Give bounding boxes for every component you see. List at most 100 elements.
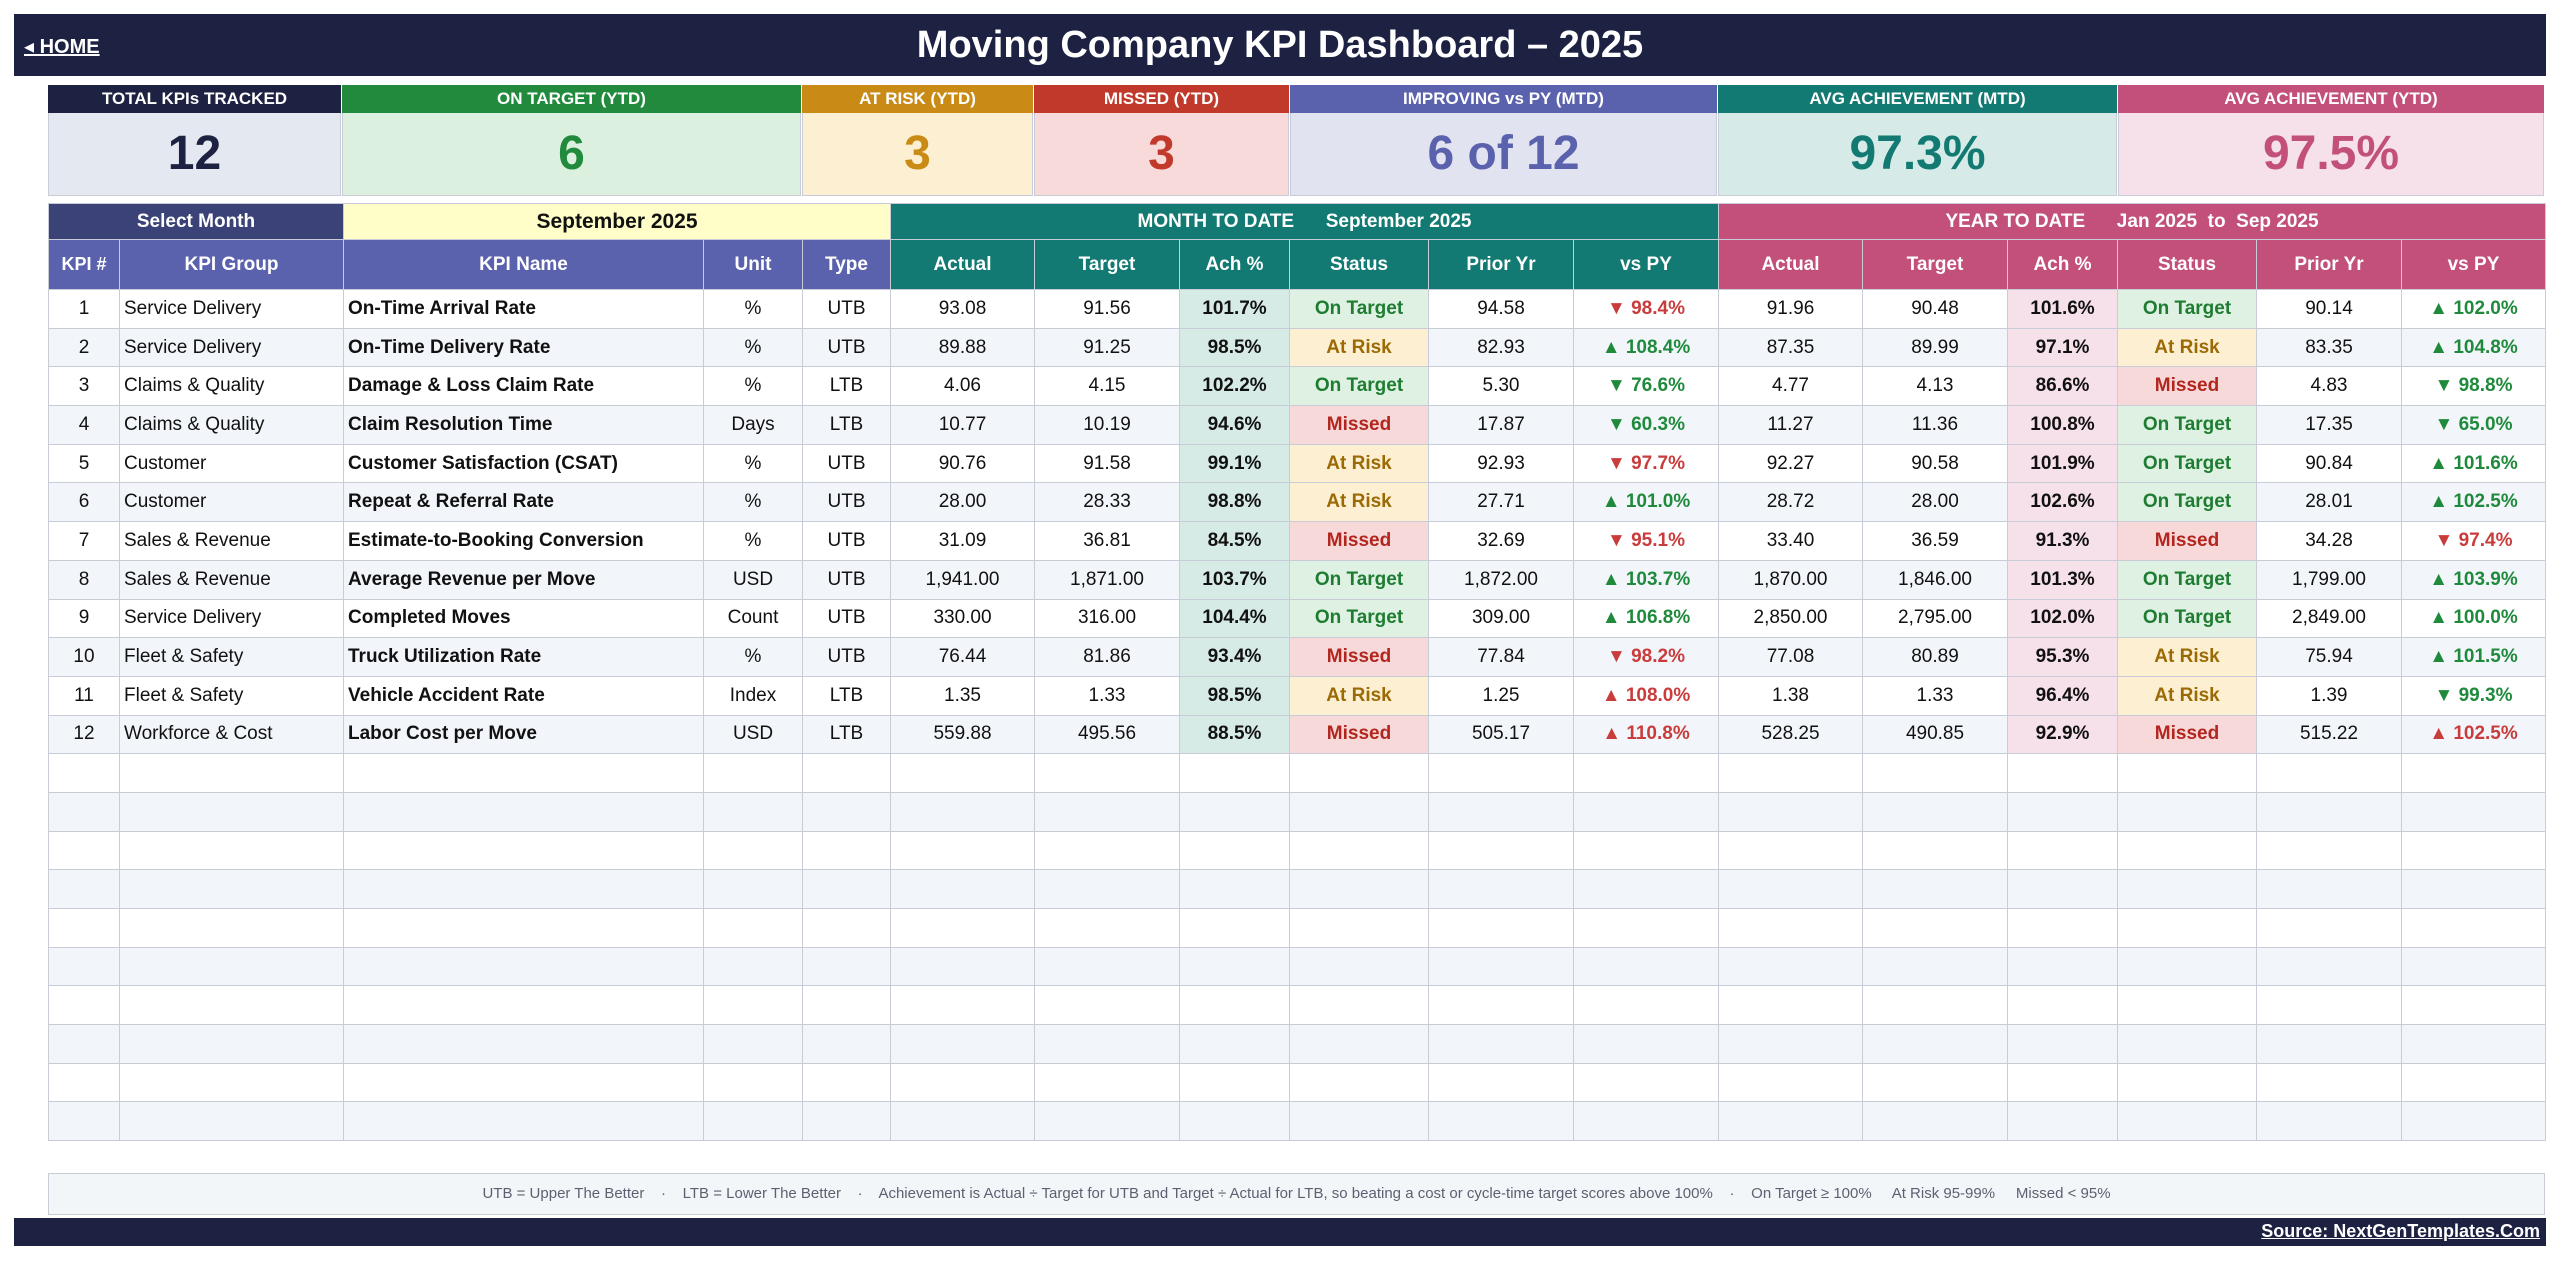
kpi-group-cell: Customer [119, 443, 344, 484]
mtd-status-cell: Missed [1289, 714, 1429, 755]
empty-cell [2007, 1062, 2118, 1103]
kpi-name-cell: Average Revenue per Move [343, 559, 704, 600]
mtd-actual-cell: 559.88 [890, 714, 1035, 755]
ytd-vspy-cell: ▲ 104.8% [2401, 327, 2546, 368]
mtd-target-cell: 91.56 [1034, 289, 1180, 329]
empty-cell [2117, 753, 2257, 793]
empty-cell [1034, 830, 1180, 871]
empty-cell [1862, 1101, 2008, 1142]
empty-cell [119, 830, 344, 871]
source-link[interactable]: Source: NextGenTemplates.Com [2261, 1221, 2540, 1241]
mtd-actual-cell: 90.76 [890, 443, 1035, 484]
kpi-group-cell: Claims & Quality [119, 366, 344, 407]
empty-table-row [48, 946, 2546, 987]
table-row: 10 Fleet & Safety Truck Utilization Rate% U… [48, 637, 2546, 677]
unit-cell: % [703, 366, 803, 407]
unit-cell: Days [703, 405, 803, 445]
mtd-section-title: MONTH TO DATE September 2025 [890, 203, 1719, 240]
empty-cell [890, 908, 1035, 948]
empty-cell [890, 830, 1035, 871]
empty-cell [1718, 1101, 1863, 1142]
empty-table-row [48, 985, 2546, 1026]
ytd-vspy-cell: ▼ 99.3% [2401, 675, 2546, 716]
empty-cell [2401, 1062, 2546, 1103]
ytd-ach-cell: 95.3% [2007, 637, 2118, 677]
ytd-target-cell: 28.00 [1862, 482, 2008, 523]
mtd-actual-cell: 4.06 [890, 366, 1035, 407]
empty-cell [703, 791, 803, 832]
empty-cell [119, 1101, 344, 1142]
empty-cell [1179, 1101, 1290, 1142]
table-row: 9 Service Delivery Completed Moves Count UTB… [48, 598, 2546, 639]
empty-cell [1573, 908, 1719, 948]
empty-cell [2256, 985, 2402, 1026]
ytd-prior-cell: 34.28 [2256, 521, 2402, 561]
empty-cell [48, 1024, 120, 1064]
empty-cell [1034, 791, 1180, 832]
ytd-target-cell: 80.89 [1862, 637, 2008, 677]
empty-table-row [48, 908, 2546, 948]
mtd-status-cell: On Target [1289, 366, 1429, 407]
ytd-ach-cell: 86.6% [2007, 366, 2118, 407]
home-link[interactable]: ◂ HOME [24, 36, 100, 58]
unit-cell: % [703, 521, 803, 561]
unit-cell: % [703, 289, 803, 329]
empty-cell [2117, 1024, 2257, 1064]
empty-cell [1862, 830, 2008, 871]
month-selector[interactable]: September 2025 [343, 203, 891, 240]
ytd-section-title: YEAR TO DATE Jan 2025 to Sep 2025 [1718, 203, 2546, 240]
empty-cell [1179, 908, 1290, 948]
ytd-status-cell: On Target [2117, 289, 2257, 329]
ytd-ach-cell: 101.6% [2007, 289, 2118, 329]
ytd-target-cell: 36.59 [1862, 521, 2008, 561]
empty-cell [703, 985, 803, 1026]
kpi-name-cell: Completed Moves [343, 598, 704, 639]
empty-cell [703, 946, 803, 987]
mtd-actual-cell: 89.88 [890, 327, 1035, 368]
mtd-ach-cell: 101.7% [1179, 289, 1290, 329]
ytd-prior-cell: 90.14 [2256, 289, 2402, 329]
empty-cell [2117, 985, 2257, 1026]
mtd-status-cell: At Risk [1289, 327, 1429, 368]
kpi-name-cell: On-Time Delivery Rate [343, 327, 704, 368]
empty-cell [1718, 869, 1863, 909]
col-unit: Unit [703, 239, 803, 290]
empty-cell [1179, 791, 1290, 832]
type-cell: LTB [802, 405, 891, 445]
empty-cell [1862, 869, 2008, 909]
ytd-status-cell: Missed [2117, 714, 2257, 755]
mtd-prior-cell: 77.84 [1428, 637, 1574, 677]
empty-cell [48, 908, 120, 948]
kpi-name-cell: Claim Resolution Time [343, 405, 704, 445]
ytd-vspy-cell: ▲ 102.5% [2401, 714, 2546, 755]
empty-cell [2256, 908, 2402, 948]
ytd-prior-cell: 1,799.00 [2256, 559, 2402, 600]
mtd-vspy-cell: ▼ 95.1% [1573, 521, 1719, 561]
type-cell: UTB [802, 482, 891, 523]
empty-cell [2401, 830, 2546, 871]
empty-cell [802, 908, 891, 948]
mtd-status-cell: Missed [1289, 637, 1429, 677]
ytd-actual-cell: 528.25 [1718, 714, 1863, 755]
col-mtd-vspy: vs PY [1573, 239, 1719, 290]
kpi-card-label: AT RISK (YTD) [802, 85, 1033, 113]
mtd-target-cell: 81.86 [1034, 637, 1180, 677]
kpi-name-cell: Damage & Loss Claim Rate [343, 366, 704, 407]
empty-cell [1718, 830, 1863, 871]
empty-cell [2007, 830, 2118, 871]
ytd-ach-cell: 92.9% [2007, 714, 2118, 755]
empty-cell [343, 985, 704, 1026]
empty-cell [2256, 791, 2402, 832]
empty-cell [119, 985, 344, 1026]
empty-cell [48, 1062, 120, 1103]
empty-table-row [48, 1024, 2546, 1064]
ytd-vspy-cell: ▲ 102.0% [2401, 289, 2546, 329]
empty-table-row [48, 753, 2546, 793]
kpi-card-label: MISSED (YTD) [1034, 85, 1289, 113]
unit-cell: Index [703, 675, 803, 716]
mtd-prior-cell: 5.30 [1428, 366, 1574, 407]
ytd-vspy-cell: ▲ 101.5% [2401, 637, 2546, 677]
col-mtd-prior: Prior Yr [1428, 239, 1574, 290]
footer-bar: Source: NextGenTemplates.Com [14, 1218, 2546, 1246]
ytd-prior-cell: 4.83 [2256, 366, 2402, 407]
